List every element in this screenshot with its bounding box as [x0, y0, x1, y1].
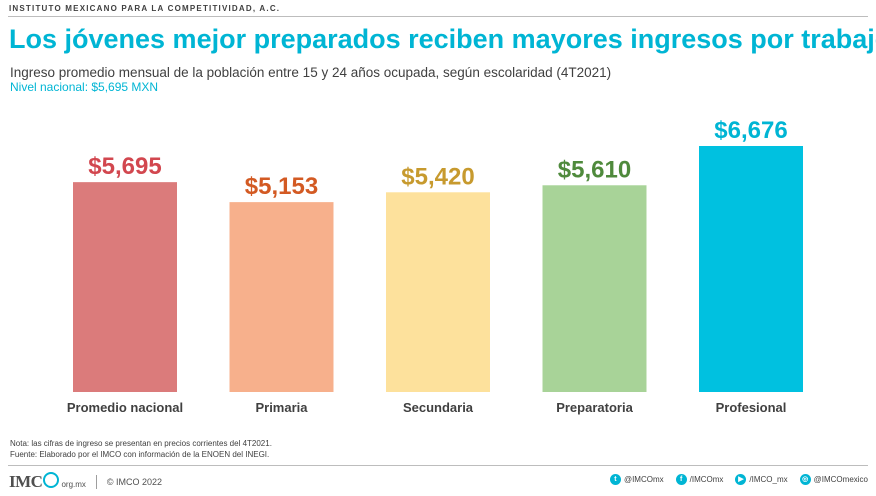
- data-label: $5,695: [88, 153, 161, 180]
- logo-text: IMC: [9, 472, 43, 491]
- facebook-icon: f: [675, 474, 687, 485]
- imco-logo[interactable]: IMC org.mx: [9, 471, 86, 492]
- category-label: Profesional: [716, 400, 787, 415]
- logo-domain: org.mx: [61, 480, 86, 489]
- data-label: $5,420: [401, 163, 474, 190]
- national-level-note: Nivel nacional: $5,695 MXN: [10, 80, 159, 94]
- social-facebook[interactable]: f /IMCOmx: [675, 474, 724, 485]
- bar-primaria: [229, 202, 334, 392]
- bar-preparatoria: [542, 185, 647, 392]
- chart-subtitle: Ingreso promedio mensual de la población…: [10, 65, 612, 80]
- bar-promedio-nacional: [73, 182, 177, 392]
- category-label: Primaria: [255, 400, 308, 415]
- social-instagram[interactable]: ◎ @IMCOmexico: [799, 474, 868, 485]
- top-divider: [8, 16, 868, 17]
- instagram-icon: ◎: [799, 474, 811, 485]
- bar-profesional: [699, 146, 803, 392]
- social-youtube[interactable]: ▶ /IMCO_mx: [735, 474, 788, 485]
- social-links: t @IMCOmx f /IMCOmx ▶ /IMCO_mx ◎ @IMCOme…: [609, 474, 868, 485]
- bottom-divider: [8, 465, 868, 466]
- bar-chart: $5,695 Promedio nacional $5,153 Primaria $5,…: [67, 117, 803, 415]
- footnote-source: Fuente: Elaborado por el IMCO con inform…: [10, 450, 270, 459]
- data-label: $5,153: [245, 173, 318, 200]
- category-label: Preparatoria: [556, 400, 633, 415]
- bar-secundaria: [386, 192, 490, 392]
- data-label: $5,610: [558, 156, 631, 183]
- twitter-icon: t: [609, 474, 621, 485]
- social-label: /IMCO_mx: [749, 475, 788, 484]
- social-twitter[interactable]: t @IMCOmx: [609, 474, 664, 485]
- footer-brand: IMC org.mx © IMCO 2022: [9, 471, 162, 492]
- youtube-icon: ▶: [735, 474, 747, 485]
- footer-separator: [95, 474, 97, 489]
- footnote-note: Nota: las cifras de ingreso se presentan…: [10, 439, 272, 448]
- copyright: © IMCO 2022: [106, 476, 163, 487]
- logo-circle-icon: [43, 472, 60, 488]
- footnotes: Nota: las cifras de ingreso se presentan…: [10, 438, 272, 460]
- category-label: Secundaria: [403, 400, 474, 415]
- data-label: $6,676: [714, 117, 787, 144]
- social-label: @IMCOmexico: [813, 475, 868, 484]
- category-label: Promedio nacional: [67, 400, 183, 415]
- organization-name: INSTITUTO MEXICANO PARA LA COMPETITIVIDA…: [9, 4, 281, 13]
- social-label: /IMCOmx: [689, 475, 724, 484]
- social-label: @IMCOmx: [623, 475, 664, 484]
- chart-title: Los jóvenes mejor preparados reciben may…: [9, 24, 876, 54]
